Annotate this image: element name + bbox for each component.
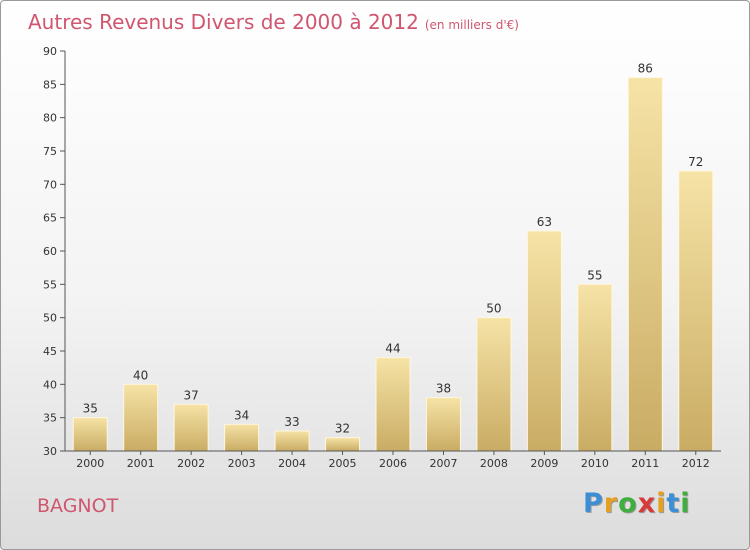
- place-name: BAGNOT: [37, 495, 119, 517]
- bar-2011: [627, 77, 663, 452]
- data-label-2001: 40: [133, 368, 148, 382]
- x-tick-label-2011: 2011: [631, 457, 659, 470]
- y-tick-label-55: 55: [43, 278, 57, 291]
- x-tick-label-2006: 2006: [379, 457, 407, 470]
- data-label-2006: 44: [385, 342, 400, 356]
- proxiti-logo: Proxiti: [583, 488, 691, 519]
- bar-2004: [274, 430, 310, 452]
- bar-2005: [325, 437, 361, 452]
- x-tick-label-2004: 2004: [278, 457, 306, 470]
- bars-group: 35 40 37 34 33 32 44 38 50 63 55 86 72: [72, 62, 714, 452]
- y-tick-label-75: 75: [43, 145, 57, 158]
- data-label-2003: 34: [234, 408, 249, 422]
- y-axis: 30 35 40 45 50 55 60 65 70 75 80 85 90: [43, 45, 66, 458]
- data-label-2011: 86: [638, 62, 653, 76]
- logo-letter: o: [618, 488, 638, 519]
- y-tick-label-30: 30: [43, 445, 57, 458]
- bar-2000: [72, 417, 108, 452]
- y-tick-label-50: 50: [43, 312, 57, 325]
- y-tick-label-85: 85: [43, 78, 57, 91]
- logo-letter: t: [666, 488, 681, 519]
- y-tick-label-70: 70: [43, 178, 57, 191]
- data-label-2004: 33: [284, 415, 299, 429]
- data-label-2009: 63: [537, 215, 552, 229]
- x-tick-label-2005: 2005: [329, 457, 357, 470]
- x-tick-label-2008: 2008: [480, 457, 508, 470]
- data-label-2000: 35: [83, 402, 98, 416]
- logo-letter: P: [583, 488, 604, 519]
- bar-2009: [526, 230, 562, 452]
- chart-title-main: Autres Revenus Divers de 2000 à 2012: [28, 10, 419, 34]
- x-tick-label-2003: 2003: [228, 457, 256, 470]
- logo-letter: r: [603, 488, 619, 519]
- chart-subtitle: (en milliers d'€): [424, 18, 519, 32]
- bar-2006: [375, 357, 411, 452]
- x-axis: 2000 2001 2002 2003 2004 2005 2006 2007 2008 2009…: [65, 450, 721, 470]
- data-label-2012: 72: [688, 155, 703, 169]
- x-tick-label-2007: 2007: [429, 457, 457, 470]
- data-label-2002: 37: [184, 388, 199, 402]
- bar-2008: [476, 317, 512, 452]
- bar-2003: [224, 423, 260, 452]
- y-tick-label-90: 90: [43, 45, 57, 58]
- bar-2010: [577, 283, 613, 452]
- y-tick-label-60: 60: [43, 245, 57, 258]
- logo-letter: i: [656, 488, 667, 519]
- x-tick-label-2002: 2002: [177, 457, 205, 470]
- x-tick-label-2012: 2012: [682, 457, 710, 470]
- y-tick-label-35: 35: [43, 412, 57, 425]
- x-tick-label-2001: 2001: [127, 457, 155, 470]
- bar-2012: [678, 170, 714, 452]
- x-tick-label-2000: 2000: [76, 457, 104, 470]
- y-tick-label-40: 40: [43, 378, 57, 391]
- logo-letter: i: [680, 488, 691, 519]
- bar-2002: [173, 403, 209, 452]
- y-tick-label-80: 80: [43, 112, 57, 125]
- data-label-2010: 55: [587, 268, 602, 282]
- y-tick-label-65: 65: [43, 212, 57, 225]
- data-label-2007: 38: [436, 382, 451, 396]
- bar-2001: [123, 383, 159, 452]
- chart-title: Autres Revenus Divers de 2000 à 2012 (en …: [28, 10, 519, 34]
- bar-2007: [425, 397, 461, 452]
- data-label-2005: 32: [335, 422, 350, 436]
- y-tick-label-45: 45: [43, 345, 57, 358]
- logo-letter: x: [637, 488, 657, 519]
- data-label-2008: 50: [486, 302, 501, 316]
- x-tick-label-2010: 2010: [581, 457, 609, 470]
- x-tick-label-2009: 2009: [530, 457, 558, 470]
